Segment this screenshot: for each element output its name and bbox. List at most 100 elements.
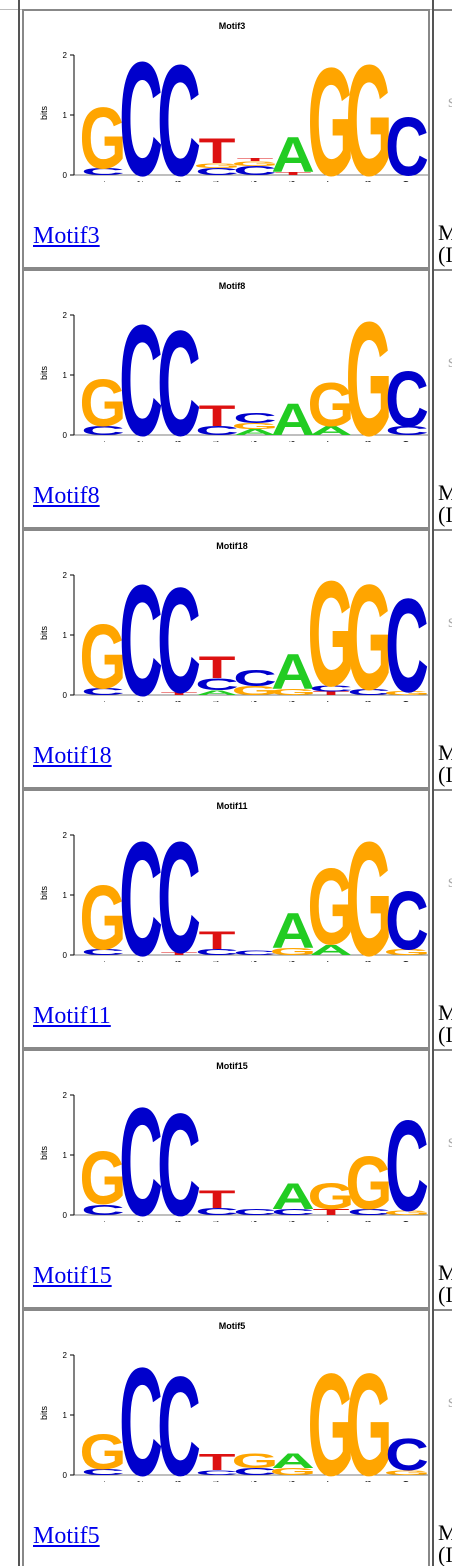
logo-title: Motif8 <box>219 281 246 291</box>
side-s-text: s <box>448 871 452 891</box>
motif-link[interactable]: Motif18 <box>33 743 112 769</box>
logo-letter-c: C <box>385 570 428 702</box>
logo-letter-g: G <box>194 162 241 169</box>
x-tick-label: 9 <box>402 1220 411 1222</box>
logo-letter-c: C <box>195 166 239 177</box>
motif-row: Motif11bits012CG1C2TC3CT4C5GA6AG7G8GC9Mo… <box>22 789 430 1049</box>
sequence-logo: Motif5bits012CG1C2C3CT4CG5GA6G7G8GC9 <box>39 1321 428 1482</box>
motif-row: Motif18bits012CG1C2TC3ACT4GC5GA6TCG7CG8G… <box>22 529 430 789</box>
y-tick-label: 1 <box>63 891 68 900</box>
logo-letter-c: C <box>195 424 239 438</box>
y-tick-label: 0 <box>63 171 68 180</box>
motif-link[interactable]: Motif11 <box>33 1003 111 1029</box>
logo-letter-g: G <box>270 688 317 697</box>
side-s-text: s <box>448 1131 452 1151</box>
logo-letter-g: G <box>308 1175 355 1217</box>
logo-letter-t: T <box>161 951 198 956</box>
sequence-logo: Motif18bits012CG1C2TC3ACT4GC5GA6TCG7CG8G… <box>39 541 428 702</box>
left-column <box>0 0 20 1566</box>
x-tick-label: 7 <box>326 960 335 962</box>
logo-letter-c: C <box>233 665 277 691</box>
logo-letter-c: C <box>271 1208 315 1217</box>
y-axis-label: bits <box>39 1406 49 1421</box>
x-tick-label: 7 <box>326 1220 335 1222</box>
logo-letter-c: C <box>195 948 239 957</box>
logo-letter-c: C <box>81 686 125 697</box>
motif-link[interactable]: Motif5 <box>33 1523 100 1549</box>
motif-row: Motif5bits012CG1C2C3CT4CG5GA6G7G8GC9Moti… <box>22 1309 430 1566</box>
side-cell: s M (I <box>434 789 452 1049</box>
logo-letter-c: C <box>233 1466 277 1477</box>
sequence-logo: Motif15bits012CG1C2C3CT4C5CA6TG7CG8GC9 <box>39 1061 428 1222</box>
logo-letter-c: C <box>157 558 201 702</box>
logo-letter-g: G <box>80 606 127 702</box>
logo-letter-g: G <box>232 684 279 698</box>
y-tick-label: 2 <box>63 831 68 840</box>
x-tick-label: 1 <box>98 1220 107 1222</box>
logo-letter-c: C <box>157 1083 201 1222</box>
x-tick-label: 2 <box>136 960 145 962</box>
y-tick-label: 2 <box>63 51 68 60</box>
side-cell: s M (I <box>434 269 452 529</box>
x-tick-label: 5 <box>250 440 259 442</box>
x-tick-label: 7 <box>326 1480 335 1482</box>
logo-letter-g: G <box>308 1343 355 1482</box>
x-tick-label: 2 <box>136 440 145 442</box>
right-column-border <box>432 0 434 1566</box>
x-tick-label: 2 <box>136 1220 145 1222</box>
x-tick-label: 4 <box>212 440 221 442</box>
y-tick-label: 0 <box>63 951 68 960</box>
side-s-text: s <box>448 351 452 371</box>
side-s-text: s <box>448 91 452 111</box>
x-tick-label: 3 <box>174 960 183 962</box>
logo-title: Motif11 <box>216 801 247 811</box>
x-tick-label: 8 <box>364 1480 373 1482</box>
x-tick-label: 3 <box>174 180 183 182</box>
motif-link[interactable]: Motif8 <box>33 483 100 509</box>
logo-letter-t: T <box>275 171 312 176</box>
x-tick-label: 4 <box>212 700 221 702</box>
logo-letter-c: C <box>385 101 428 182</box>
logo-letter-g: G <box>80 867 127 962</box>
side-paren-text: (I <box>438 1542 452 1566</box>
y-tick-label: 2 <box>63 571 68 580</box>
x-tick-label: 2 <box>136 700 145 702</box>
x-tick-label: 3 <box>174 1220 183 1222</box>
y-axis-label: bits <box>39 626 49 641</box>
motif-link[interactable]: Motif15 <box>33 1263 112 1289</box>
x-tick-label: 4 <box>212 1480 221 1482</box>
x-tick-label: 6 <box>288 1220 297 1222</box>
logo-letter-g: G <box>80 1137 127 1221</box>
logo-letter-c: C <box>119 554 163 702</box>
y-tick-label: 2 <box>63 311 68 320</box>
side-cell: s M (I <box>434 9 452 269</box>
x-tick-label: 6 <box>288 700 297 702</box>
y-axis-label: bits <box>39 1146 49 1161</box>
x-tick-label: 9 <box>402 700 411 702</box>
logo-letter-g: G <box>384 691 428 697</box>
side-paren-text: (I <box>438 1282 452 1307</box>
logo-letter-c: C <box>157 1347 201 1482</box>
side-s-text: s <box>448 611 452 631</box>
y-axis-label: bits <box>39 886 49 901</box>
logo-letter-c: C <box>119 808 163 962</box>
x-tick-label: 1 <box>98 180 107 182</box>
logo-letter-a: A <box>309 424 353 438</box>
logo-letter-g: G <box>308 552 355 702</box>
logo-letter-g: G <box>384 1469 428 1476</box>
logo-letter-t: T <box>199 400 236 433</box>
side-m-text: M <box>438 1520 452 1545</box>
side-cell: s M (I <box>434 1049 452 1309</box>
logo-letter-c: C <box>385 1095 428 1222</box>
x-tick-label: 5 <box>250 700 259 702</box>
x-tick-label: 1 <box>98 440 107 442</box>
motif-link[interactable]: Motif3 <box>33 223 100 249</box>
logo-letter-t: T <box>199 1449 236 1475</box>
side-paren-text: (I <box>438 762 452 787</box>
x-tick-label: 1 <box>98 700 107 702</box>
y-tick-label: 1 <box>63 1151 68 1160</box>
side-s-text: s <box>448 1391 452 1411</box>
x-tick-label: 5 <box>250 180 259 182</box>
logo-letter-c: C <box>81 166 125 177</box>
